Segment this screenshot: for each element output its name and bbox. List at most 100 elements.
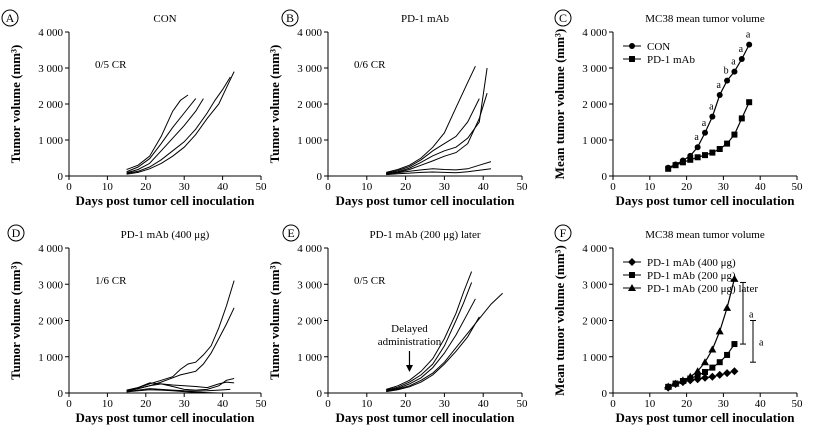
panel-title: PD-1 mAb (400 μg) [121, 229, 210, 241]
bracket-label: a [759, 337, 764, 348]
x-tick-label: 10 [644, 398, 656, 410]
data-point [731, 341, 738, 348]
x-tick-label: 0 [610, 398, 616, 410]
significance-label: a [731, 57, 736, 68]
y-tick-label: 4 000 [38, 27, 63, 39]
panel-D: 0 10 20 30 40 50 0 1 000 2 000 3 000 4 000 Days pos… [7, 224, 267, 425]
x-tick-label: 20 [400, 398, 412, 410]
legend-label: PD-1 mAb (200 μg) [647, 270, 736, 282]
panel-title: PD-1 mAb [401, 13, 449, 25]
data-point [724, 140, 731, 147]
data-point [723, 369, 732, 378]
data-point [731, 131, 738, 138]
y-tick-label: 2 000 [38, 316, 63, 328]
x-tick-label: 40 [755, 398, 767, 410]
legend-marker [628, 258, 636, 266]
x-tick-label: 50 [256, 181, 268, 193]
panel-A: 0 10 20 30 40 50 0 1 000 2 000 3 000 4 000 Days pos… [1, 9, 268, 208]
y-tick-label: 0 [317, 388, 323, 400]
panel-letter-circle [554, 9, 572, 27]
x-tick-label: 30 [179, 181, 191, 193]
x-tick-label: 0 [325, 398, 331, 410]
significance-label: a [702, 118, 707, 129]
series-line-5 [126, 388, 231, 393]
data-point [746, 41, 753, 48]
series-line-4 [126, 76, 231, 174]
y-tick-label: 4 000 [582, 27, 607, 39]
data-point [686, 372, 695, 380]
data-point [730, 274, 739, 282]
cr-annotation: 0/6 CR [354, 59, 386, 71]
x-tick-label: 30 [439, 181, 451, 193]
series-line-6 [386, 168, 492, 176]
cr-annotation: 0/5 CR [95, 59, 127, 71]
data-point [709, 113, 716, 120]
x-tick-label: 40 [217, 181, 229, 193]
x-tick-label: 10 [361, 181, 373, 193]
y-tick-label: 1 000 [297, 135, 322, 147]
data-point [694, 154, 701, 161]
x-axis-label: Days post tumor cell inoculation [616, 193, 796, 208]
series-line-1 [386, 65, 476, 173]
legend-label: PD-1 mAb (200 μg) later [647, 283, 758, 295]
series-line-3 [386, 67, 488, 175]
x-tick-label: 0 [66, 181, 72, 193]
y-tick-label: 1 000 [38, 135, 63, 147]
x-tick-label: 40 [217, 398, 229, 410]
panel-E: 0 10 20 30 40 50 0 1 000 2 000 3 000 4 000 Days pos… [267, 224, 528, 425]
bracket-label: a [749, 309, 754, 320]
panel-letter: E [287, 226, 294, 240]
arrow-label-line2: administration [378, 336, 442, 348]
y-tick-label: 1 000 [582, 352, 607, 364]
y-tick-label: 3 000 [38, 63, 63, 75]
panel-letter: D [12, 226, 21, 240]
data-point [715, 370, 724, 379]
x-tick-label: 30 [718, 181, 730, 193]
data-point [701, 358, 709, 366]
x-tick-label: 40 [478, 181, 490, 193]
cr-annotation: 0/5 CR [354, 275, 386, 287]
legend-marker [629, 56, 635, 62]
significance-label: a [746, 30, 751, 41]
significance-label: a [694, 132, 699, 143]
significance-label: a [709, 102, 714, 113]
legend-label: CON [647, 41, 670, 53]
y-tick-label: 0 [58, 171, 64, 183]
x-tick-label: 10 [102, 398, 114, 410]
x-tick-label: 20 [681, 398, 693, 410]
x-tick-label: 0 [325, 181, 331, 193]
series-line-6 [126, 389, 231, 394]
series-line-3 [386, 298, 476, 392]
data-point [678, 376, 687, 384]
y-tick-label: 3 000 [582, 279, 607, 291]
y-tick-label: 4 000 [38, 243, 63, 255]
y-tick-label: 4 000 [297, 27, 322, 39]
panel-letter-circle [1, 9, 19, 27]
series-line-2 [386, 98, 480, 174]
data-point [738, 115, 745, 122]
y-tick-label: 4 000 [582, 243, 607, 255]
x-tick-label: 30 [718, 398, 730, 410]
data-point [693, 367, 702, 375]
series-line-4 [386, 93, 488, 175]
x-tick-label: 30 [179, 398, 191, 410]
panel-letter-circle [554, 224, 572, 242]
y-tick-label: 0 [602, 171, 608, 183]
series-line-3 [126, 98, 204, 174]
data-point [715, 327, 724, 335]
cr-annotation: 1/6 CR [95, 275, 127, 287]
series-line-2 [126, 307, 235, 392]
series-line-1 [126, 280, 235, 391]
y-tick-label: 0 [317, 171, 323, 183]
x-tick-label: 0 [66, 398, 72, 410]
x-axis-label: Days post tumor cell inoculation [76, 410, 256, 425]
x-tick-label: 40 [478, 398, 490, 410]
x-tick-label: 50 [792, 181, 804, 193]
y-axis-label: Tumor volume (mm³) [267, 261, 282, 380]
data-point [702, 368, 708, 375]
x-tick-label: 10 [102, 181, 114, 193]
data-point [708, 372, 717, 381]
data-point [665, 165, 672, 172]
data-point [738, 56, 745, 62]
x-tick-label: 20 [681, 181, 693, 193]
